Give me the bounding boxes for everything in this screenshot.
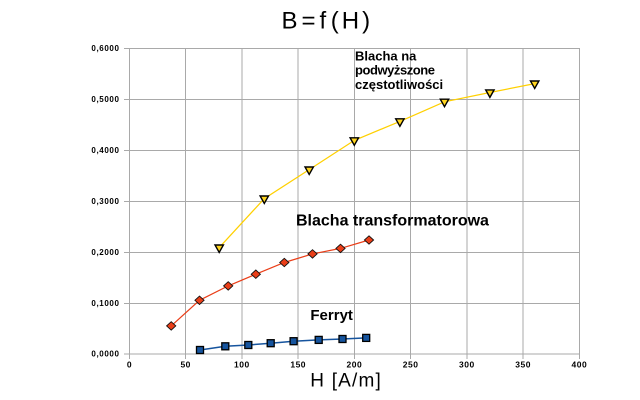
svg-text:300: 300 — [459, 360, 475, 370]
svg-text:250: 250 — [403, 360, 419, 370]
svg-text:podwyższone: podwyższone — [355, 63, 435, 78]
svg-text:0,5000: 0,5000 — [91, 95, 119, 104]
svg-text:400: 400 — [572, 360, 588, 370]
svg-text:Blacha transformatorowa: Blacha transformatorowa — [296, 212, 489, 229]
svg-text:(H): (H) — [331, 8, 373, 35]
svg-text:H [A/m]: H [A/m] — [310, 370, 382, 391]
svg-text:częstotliwości: częstotliwości — [355, 77, 443, 92]
svg-text:0,6000: 0,6000 — [91, 44, 119, 53]
svg-text:0: 0 — [127, 360, 132, 370]
svg-text:0,4000: 0,4000 — [91, 146, 119, 155]
svg-text:100: 100 — [234, 360, 250, 370]
svg-text:0,3000: 0,3000 — [91, 197, 119, 206]
svg-text:50: 50 — [180, 360, 190, 370]
svg-text:350: 350 — [515, 360, 531, 370]
svg-text:200: 200 — [347, 360, 363, 370]
svg-text:0,1000: 0,1000 — [91, 299, 119, 308]
svg-text:0,2000: 0,2000 — [91, 248, 119, 257]
svg-text:150: 150 — [290, 360, 306, 370]
svg-text:Ferryt: Ferryt — [310, 307, 353, 324]
svg-text:0,0000: 0,0000 — [91, 350, 119, 359]
svg-text:B=f: B=f — [282, 8, 331, 35]
svg-text:Blacha na: Blacha na — [355, 48, 417, 63]
